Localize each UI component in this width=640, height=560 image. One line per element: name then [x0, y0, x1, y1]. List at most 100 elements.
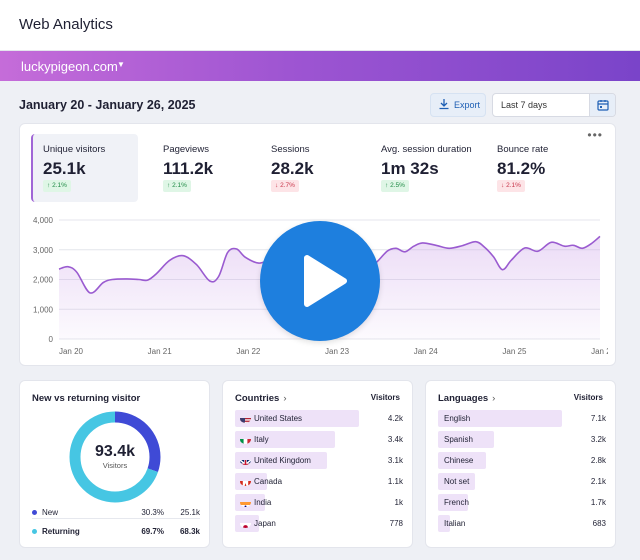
more-options-icon[interactable]: ••• [587, 128, 603, 142]
row-label: United States [254, 414, 303, 423]
language-row-english[interactable]: English 7.1k [438, 410, 606, 427]
language-row-italian[interactable]: Italian 683 [438, 515, 606, 532]
row-label: Not set [444, 477, 470, 486]
row-value: 1.1k [387, 477, 403, 486]
country-row-canada[interactable]: Canada 1.1k [235, 473, 403, 490]
row-label: French [444, 498, 469, 507]
donut-total-label: Visitors [102, 461, 128, 470]
row-label: Spanish [444, 435, 473, 444]
legend-row-returning: Returning 69.7% 68.3k [32, 526, 200, 538]
metric-change-badge: ↑ 2.1% [43, 180, 71, 192]
chevron-right-icon: › [492, 393, 496, 404]
card-title: New vs returning visitor [32, 393, 141, 404]
metric-label: Pageviews [163, 144, 209, 155]
chevron-right-icon: › [283, 393, 287, 404]
row-label: Japan [254, 519, 276, 528]
x-tick-label: Jan 21 [148, 347, 173, 356]
period-value: Last 7 days [501, 100, 548, 110]
y-tick-label: 0 [49, 335, 54, 344]
row-value: 3.1k [387, 456, 403, 465]
metric-label: Avg. session duration [381, 144, 472, 155]
metric-change-badge: ↑ 2.1% [163, 180, 191, 192]
legend-dot [32, 529, 37, 534]
metric-label: Sessions [271, 144, 310, 155]
period-select[interactable]: Last 7 days [492, 93, 616, 117]
row-value: 2.1k [590, 477, 606, 486]
metric-label: Bounce rate [497, 144, 549, 155]
bar-fill [438, 410, 562, 427]
row-value: 1k [394, 498, 403, 507]
row-label: United Kingdom [254, 456, 311, 465]
metric-label: Unique visitors [43, 144, 106, 155]
metric-change-badge: ↓ 2.7% [271, 180, 299, 192]
export-button[interactable]: Export [430, 93, 486, 117]
country-row-united-kingdom[interactable]: United Kingdom 3.1k [235, 452, 403, 469]
card-title: Countries [235, 393, 280, 404]
site-selector[interactable]: luckypigeon.com [21, 59, 118, 74]
x-tick-label: Jan 26 [591, 347, 608, 356]
country-row-italy[interactable]: Italy 3.4k [235, 431, 403, 448]
metric-unique-visitors[interactable]: Unique visitors 25.1k ↑ 2.1% [31, 134, 138, 202]
calendar-icon [597, 100, 609, 111]
bar-fill [438, 452, 486, 469]
donut-segment-returning [69, 411, 161, 503]
row-value: 2.8k [590, 456, 606, 465]
languages-link[interactable]: Languages › [438, 393, 495, 404]
country-row-japan[interactable]: Japan 778 [235, 515, 403, 532]
language-row-spanish[interactable]: Spanish 3.2k [438, 431, 606, 448]
metric-bounce-rate[interactable]: Bounce rate 81.2% ↓ 2.1% [487, 134, 587, 202]
row-value: 778 [389, 519, 403, 528]
top-bar: Web Analytics [0, 0, 640, 51]
y-tick-label: 3,000 [33, 246, 54, 255]
metric-value: 1m 32s [381, 159, 439, 178]
card-title: Languages [438, 393, 489, 404]
metric-value: 111.2k [163, 159, 214, 178]
row-value: 1.7k [590, 498, 606, 507]
export-label: Export [454, 100, 481, 110]
play-icon [304, 255, 347, 307]
donut-total: 93.4k [94, 443, 136, 460]
x-tick-label: Jan 24 [414, 347, 439, 356]
legend-name: Returning [42, 527, 80, 536]
metric-avg-session-duration[interactable]: Avg. session duration 1m 32s ↑ 2.5% [371, 134, 486, 202]
y-tick-label: 4,000 [33, 216, 54, 225]
y-tick-label: 1,000 [33, 305, 54, 314]
x-tick-label: Jan 25 [502, 347, 527, 356]
date-range-label: January 20 - January 26, 2025 [19, 98, 196, 112]
language-row-not-set[interactable]: Not set 2.1k [438, 473, 606, 490]
metric-sessions[interactable]: Sessions 28.2k ↓ 2.7% [261, 134, 361, 202]
legend-pct: 69.7% [141, 527, 164, 536]
country-row-united-states[interactable]: United States 4.2k [235, 410, 403, 427]
countries-link[interactable]: Countries › [235, 393, 287, 404]
flag-gb-icon [240, 456, 251, 465]
legend-count: 25.1k [180, 508, 200, 517]
y-tick-label: 2,000 [33, 276, 54, 285]
new-vs-returning-card: New vs returning visitor 93.4k Visitors … [19, 380, 210, 548]
row-label: Italy [254, 435, 269, 444]
country-row-india[interactable]: India 1k [235, 494, 403, 511]
metric-value: 28.2k [271, 159, 314, 178]
row-label: Italian [444, 519, 466, 528]
calendar-button[interactable] [589, 94, 615, 116]
bar-fill [235, 410, 359, 427]
caret-down-icon[interactable]: ▼ [117, 60, 125, 69]
site-bar: luckypigeon.com ▼ [0, 51, 640, 81]
language-row-french[interactable]: French 1.7k [438, 494, 606, 511]
metric-change-badge: ↑ 2.5% [381, 180, 409, 192]
play-video-button[interactable] [260, 221, 380, 341]
flag-jp-icon [240, 519, 251, 528]
language-row-chinese[interactable]: Chinese 2.8k [438, 452, 606, 469]
metric-pageviews[interactable]: Pageviews 111.2k ↑ 2.1% [153, 134, 253, 202]
bar-fill [235, 431, 335, 448]
x-tick-label: Jan 23 [325, 347, 350, 356]
languages-card: Languages › Visitors English 7.1k Spanish 3.… [425, 380, 616, 548]
legend-dot [32, 510, 37, 515]
legend-name: New [42, 508, 59, 517]
bar-fill [438, 494, 468, 511]
row-value: 3.2k [590, 435, 606, 444]
app-title: Web Analytics [19, 16, 113, 33]
row-value: 7.1k [590, 414, 606, 423]
row-label: Canada [254, 477, 283, 486]
flag-in-icon [240, 498, 251, 507]
flag-ca-icon [240, 477, 251, 486]
